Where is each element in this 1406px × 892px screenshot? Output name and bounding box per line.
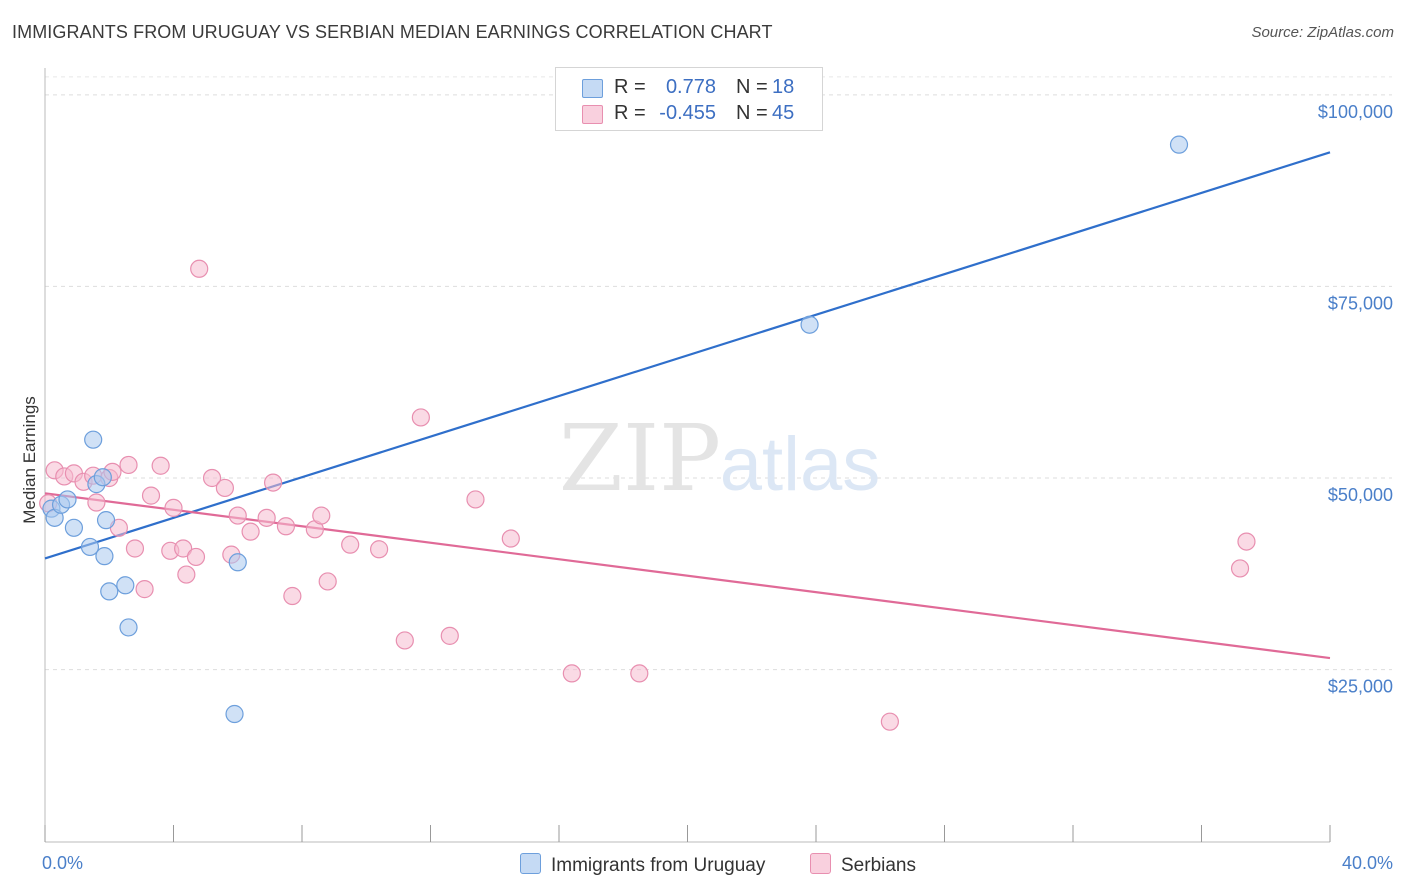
legend-row-serbians: R = -0.455 N = 45 [556, 102, 822, 128]
uruguay-point [93, 468, 112, 487]
serbian-point [501, 529, 520, 548]
serbian-point [164, 498, 183, 517]
series-legend-serbians: Serbians [810, 853, 916, 877]
source-credit: Source: ZipAtlas.com [1251, 24, 1394, 41]
legend-n-value: 18 [772, 76, 795, 98]
uruguay-point [228, 553, 247, 572]
legend-n-value: 45 [772, 102, 795, 124]
y-tick-label: $75,000 [1328, 293, 1393, 313]
uruguay-point [100, 582, 119, 601]
x-tick-label-max: 40.0% [1342, 853, 1393, 873]
uruguay-point [1169, 135, 1189, 154]
serbian-point [190, 259, 209, 278]
serbian-point [562, 664, 581, 683]
watermark: ZIP atlas [559, 405, 880, 512]
uruguay-point [80, 537, 100, 557]
axes [44, 68, 1331, 843]
series-swatch-serbians [810, 853, 831, 874]
serbian-point [1230, 559, 1250, 578]
serbian-point [370, 540, 389, 559]
serbian-point [241, 522, 260, 541]
serbian-point [263, 473, 283, 492]
serbian-point [135, 580, 154, 599]
serbian-point [125, 539, 145, 558]
serbian-point [186, 547, 206, 567]
chart-title: IMMIGRANTS FROM URUGUAY VS SERBIAN MEDIA… [12, 22, 773, 42]
serbian-point [257, 508, 276, 527]
serbian-point [1237, 532, 1256, 551]
serbian-point [312, 506, 331, 525]
serbian-point [141, 486, 161, 505]
series-legend-uruguay: Immigrants from Uruguay [520, 853, 765, 877]
legend-row-uruguay: R = 0.778 N = 18 [556, 76, 822, 102]
serbian-point [215, 478, 234, 498]
uruguay-point [96, 511, 116, 530]
uruguay-point [84, 430, 103, 449]
serbian-point [202, 468, 222, 488]
correlation-legend: R = 0.778 N = 18 R = -0.455 N = 45 [555, 67, 823, 131]
y-tick-label: $25,000 [1328, 677, 1393, 697]
x-tick-label-min: 0.0% [42, 853, 83, 873]
serbian-point [880, 712, 899, 731]
serbian-point [119, 455, 138, 475]
serbian-point [411, 408, 430, 427]
serbian-point [276, 517, 296, 536]
legend-r-value: -0.455 [659, 102, 716, 124]
serbian-point [341, 535, 360, 554]
series-swatch-uruguay [520, 853, 541, 874]
legend-r-label: R = [614, 76, 646, 98]
legend-swatch-uruguay [582, 79, 603, 98]
serbian-point [440, 626, 459, 645]
series-name-serbians: Serbians [841, 855, 916, 876]
watermark-atlas: atlas [720, 422, 881, 507]
tick-labels: $25,000 $50,000 $75,000 $100,000 0.0% 40.0% [42, 102, 1393, 873]
serbian-point [318, 572, 337, 591]
uruguay-point [119, 618, 138, 637]
watermark-zip: ZIP [559, 405, 721, 512]
uruguay-point [95, 547, 114, 566]
serbian-point [228, 506, 247, 525]
serbian-point [630, 664, 649, 683]
legend-r-label: R = [614, 102, 646, 124]
series-name-uruguay: Immigrants from Uruguay [551, 855, 766, 876]
uruguay-point [58, 490, 77, 509]
serbian-point [174, 539, 193, 558]
serbian-point [466, 490, 485, 509]
legend-n-label: N = [736, 76, 768, 98]
legend-n-label: N = [736, 102, 768, 124]
y-tick-label: $100,000 [1318, 102, 1393, 122]
uruguay-point [116, 576, 135, 595]
y-tick-label: $50,000 [1328, 485, 1393, 505]
uruguay-point [800, 315, 819, 334]
uruguay-point [64, 518, 84, 537]
legend-r-value: 0.778 [665, 76, 716, 98]
serbian-point [177, 565, 196, 584]
data-points [39, 135, 1256, 731]
uruguay-point [225, 704, 244, 724]
serbian-point [87, 493, 106, 512]
legend-swatch-serbians [582, 105, 603, 124]
serbian-point [283, 586, 302, 606]
serbian-point [151, 456, 170, 475]
uruguay-trend-line [44, 151, 1331, 560]
serbian-point [395, 631, 414, 650]
